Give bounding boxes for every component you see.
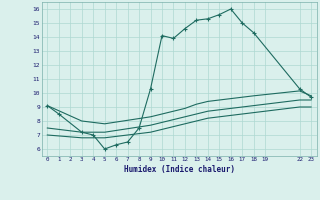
X-axis label: Humidex (Indice chaleur): Humidex (Indice chaleur) — [124, 165, 235, 174]
